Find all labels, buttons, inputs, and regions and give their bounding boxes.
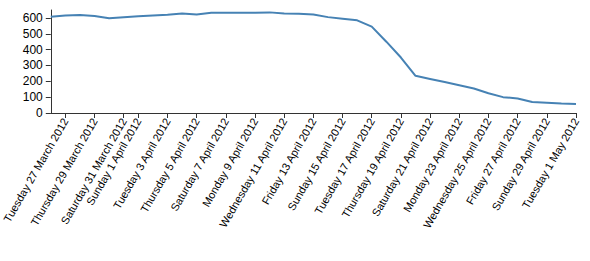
svg-text:500: 500 <box>23 27 43 41</box>
svg-text:0: 0 <box>36 106 43 120</box>
svg-text:Friday 13 April 2012: Friday 13 April 2012 <box>259 116 318 207</box>
svg-text:Wednesday 11 April 2012: Wednesday 11 April 2012 <box>216 116 290 230</box>
svg-text:Tuesday 1 May 2012: Tuesday 1 May 2012 <box>520 116 581 210</box>
svg-text:Wednesday 25 April 2012: Wednesday 25 April 2012 <box>420 116 494 231</box>
svg-text:Saturday 7 April 2012: Saturday 7 April 2012 <box>168 116 232 213</box>
svg-text:Sunday 1 April 2012: Sunday 1 April 2012 <box>84 116 144 207</box>
svg-text:Saturday 21 April 2012: Saturday 21 April 2012 <box>369 116 436 219</box>
svg-text:Thursday 19 April 2012: Thursday 19 April 2012 <box>339 116 407 220</box>
svg-text:Tuesday 27 March 2012: Tuesday 27 March 2012 <box>1 116 71 225</box>
svg-text:Tuesday 3 April 2012: Tuesday 3 April 2012 <box>110 116 173 211</box>
svg-text:Friday 27 April 2012: Friday 27 April 2012 <box>464 116 523 207</box>
svg-text:Monday 23 April 2012: Monday 23 April 2012 <box>401 116 465 214</box>
svg-text:300: 300 <box>23 58 43 72</box>
svg-text:200: 200 <box>23 74 43 88</box>
svg-text:Monday 9 April 2012: Monday 9 April 2012 <box>199 116 261 209</box>
svg-text:100: 100 <box>23 90 43 104</box>
svg-text:Thursday 5 April 2012: Thursday 5 April 2012 <box>138 116 202 215</box>
svg-text:Saturday 31 March 2012: Saturday 31 March 2012 <box>58 116 129 227</box>
svg-text:Thursday 29 March 2012: Thursday 29 March 2012 <box>28 116 100 228</box>
svg-text:Sunday 15 April 2012: Sunday 15 April 2012 <box>285 116 348 213</box>
svg-text:600: 600 <box>23 11 43 25</box>
svg-text:400: 400 <box>23 43 43 57</box>
svg-text:Sunday 29 April 2012: Sunday 29 April 2012 <box>489 116 552 213</box>
svg-text:Tuesday 17 April 2012: Tuesday 17 April 2012 <box>312 116 377 217</box>
